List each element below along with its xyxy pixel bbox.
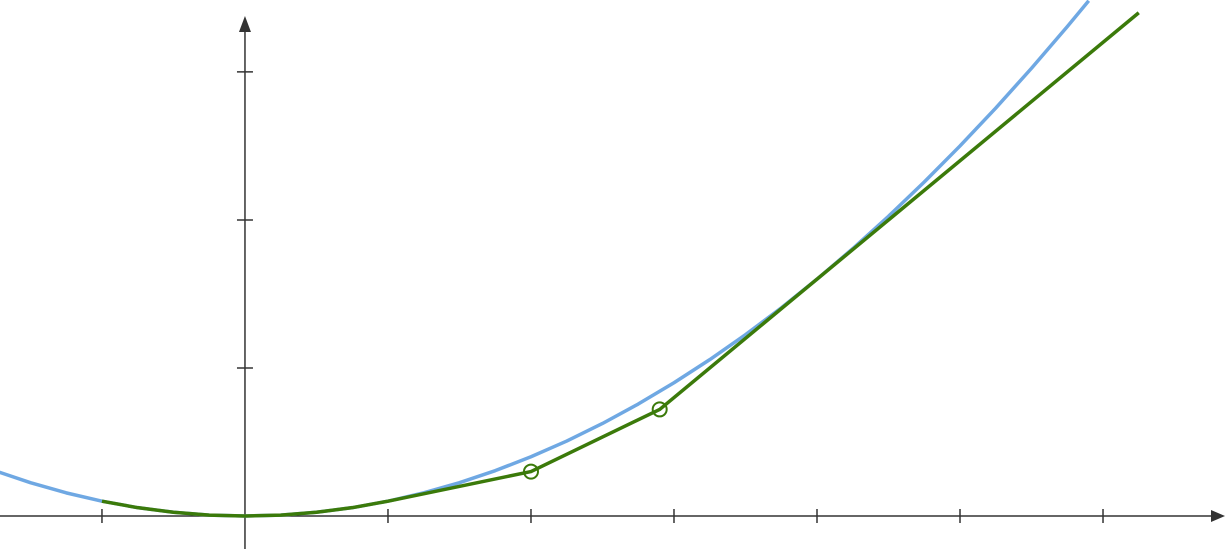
x-axis-arrow <box>1211 509 1225 522</box>
curve <box>101 11 1140 518</box>
plot-area <box>0 0 1140 518</box>
point-marker <box>522 463 539 480</box>
point-marker <box>651 401 668 418</box>
curve <box>0 0 1091 518</box>
axes <box>0 16 1225 549</box>
y-axis-arrow <box>238 16 251 32</box>
